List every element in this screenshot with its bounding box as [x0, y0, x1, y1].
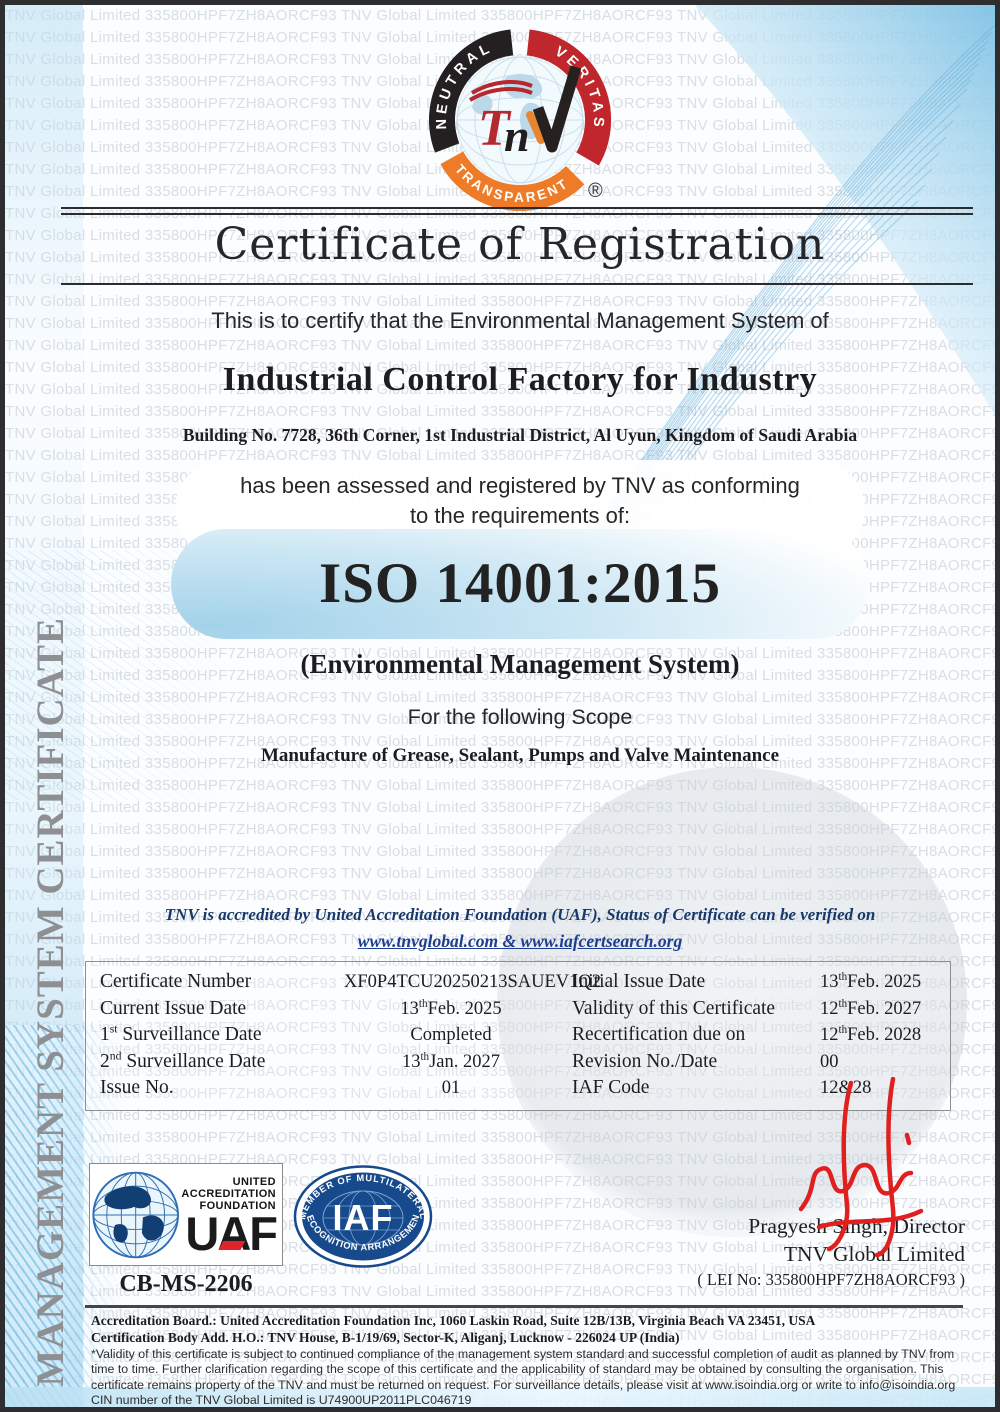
signatory-name: Pragyesh Singh, Director [748, 1214, 965, 1238]
logo-monogram-t: T [478, 100, 512, 157]
table-row: Current Issue Date 13thFeb. 2025 Validit… [86, 996, 950, 1023]
accreditation-note: TNV is accredited by United Accreditatio… [164, 905, 876, 924]
registered-trademark: ® [588, 180, 603, 202]
uaf-org-line: FOUNDATION [199, 1199, 276, 1212]
company-name: Industrial Control Factory for Industry [222, 361, 818, 398]
sidebar-label: MANAGEMENT SYSTEM CERTIFICATE [28, 617, 72, 1387]
detail-value: 12thFeb. 2028 [820, 1023, 922, 1045]
intro-text: This is to certify that the Environmenta… [211, 308, 829, 333]
verification-links[interactable]: www.tnvglobal.com & www.iafcertsearch.or… [357, 931, 683, 951]
footer-accreditation-board: Accreditation Board.: United Accreditati… [91, 1313, 816, 1328]
signatory-org: TNV Global Limited [783, 1241, 965, 1266]
uaf-org-line: ACCREDITATION [181, 1187, 276, 1200]
accreditation-code: CB-MS-2206 [119, 1271, 253, 1297]
sidebar: MANAGEMENT SYSTEM CERTIFICATE [21, 617, 79, 1386]
detail-value: 13thFeb. 2025 [820, 970, 922, 992]
detail-value: 12thFeb. 2027 [820, 997, 922, 1019]
detail-label: 1st Surveillance Date [100, 1022, 262, 1045]
tnv-logo: NEUTRAL VERITAS TRANSPARENT T n ® [420, 23, 620, 216]
detail-label: Issue No. [100, 1077, 174, 1098]
tnv-logo-icon: NEUTRAL VERITAS TRANSPARENT T n ® [429, 29, 612, 211]
detail-value: 01 [441, 1078, 461, 1098]
certificate-title: Certificate of Registration [214, 219, 826, 270]
detail-label: Initial Issue Date [572, 971, 706, 992]
uaf-acronym-text: UAF [185, 1206, 278, 1260]
scope-text: Manufacture of Grease, Sealant, Pumps an… [260, 745, 780, 766]
uaf-red-accent [218, 1240, 245, 1250]
detail-label: Recertification due on [572, 1024, 746, 1045]
detail-label: Certificate Number [100, 971, 252, 992]
footer-disclaimer: *Validity of this certificate is subject… [91, 1347, 956, 1408]
footer-certification-body: Certification Body Add. H.O.: TNV House,… [91, 1330, 680, 1345]
footer: Accreditation Board.: United Accreditati… [91, 1312, 963, 1408]
title-rule-bottom [61, 283, 973, 285]
scope-heading: For the following Scope [407, 705, 633, 729]
detail-value: 13thFeb. 2025 [400, 997, 502, 1019]
company-address: Building No. 7728, 36th Corner, 1st Indu… [182, 425, 858, 445]
table-row: 2nd Surveillance Date 13thJan. 2027 Revi… [86, 1049, 950, 1076]
table-row: Issue No. 01 IAF Code 12&28 [86, 1075, 950, 1102]
table-row: 1st Surveillance Date Completed Recertif… [86, 1022, 950, 1049]
lei-number: ( LEI No: 335800HPF7ZH8AORCF93 ) [697, 1269, 965, 1289]
iaf-badge-icon: MEMBER OF MULTILATERAL RECOGNITION ARRAN… [289, 1157, 433, 1268]
uaf-org-line: UNITED [232, 1175, 276, 1188]
title-rule-top-2 [61, 213, 973, 215]
iaf-acronym: IAF [333, 1197, 394, 1238]
detail-label: 2nd Surveillance Date [100, 1049, 266, 1072]
detail-value: Completed [410, 1025, 492, 1045]
details-table: Certificate Number XF0P4TCU20250213SAUEV… [85, 961, 951, 1111]
detail-value: XF0P4TCU20250213SAUEV1Q2 [344, 972, 601, 992]
detail-value: 12&28 [820, 1078, 872, 1098]
uaf-logo: UNITED ACCREDITATION FOUNDATION UAF [89, 1163, 283, 1266]
detail-value: 00 [820, 1051, 839, 1072]
logo-monogram-n: n [504, 110, 530, 161]
assessed-line-2: to the requirements of: [409, 503, 631, 528]
uaf-text-block: UNITED ACCREDITATION FOUNDATION UAF [181, 1172, 282, 1258]
detail-label: IAF Code [572, 1077, 650, 1098]
ems-subtitle: (Environmental Management System) [300, 649, 740, 679]
signatory-block: Pragyesh Singh, Director TNV Global Limi… [697, 1213, 965, 1290]
detail-value: 13thJan. 2027 [401, 1050, 501, 1072]
iso-standard-code: ISO 14001:2015 [319, 552, 721, 615]
uaf-acronym: UAF [185, 1210, 278, 1257]
detail-label: Validity of this Certificate [572, 997, 776, 1019]
uaf-globe-icon [92, 1171, 179, 1258]
certificate-content: NEUTRAL VERITAS TRANSPARENT T n ® Certif [61, 5, 973, 1408]
iaf-logo: MEMBER OF MULTILATERAL RECOGNITION ARRAN… [289, 1157, 433, 1273]
footer-rule [85, 1305, 963, 1308]
assessed-line-1: has been assessed and registered by TNV … [240, 473, 800, 498]
title-rule-top-1 [61, 207, 973, 209]
detail-label: Revision No./Date [572, 1050, 718, 1072]
table-row: Certificate Number XF0P4TCU20250213SAUEV… [86, 969, 950, 996]
detail-label: Current Issue Date [100, 997, 247, 1019]
iso-standard-pill: ISO 14001:2015 [171, 529, 869, 639]
